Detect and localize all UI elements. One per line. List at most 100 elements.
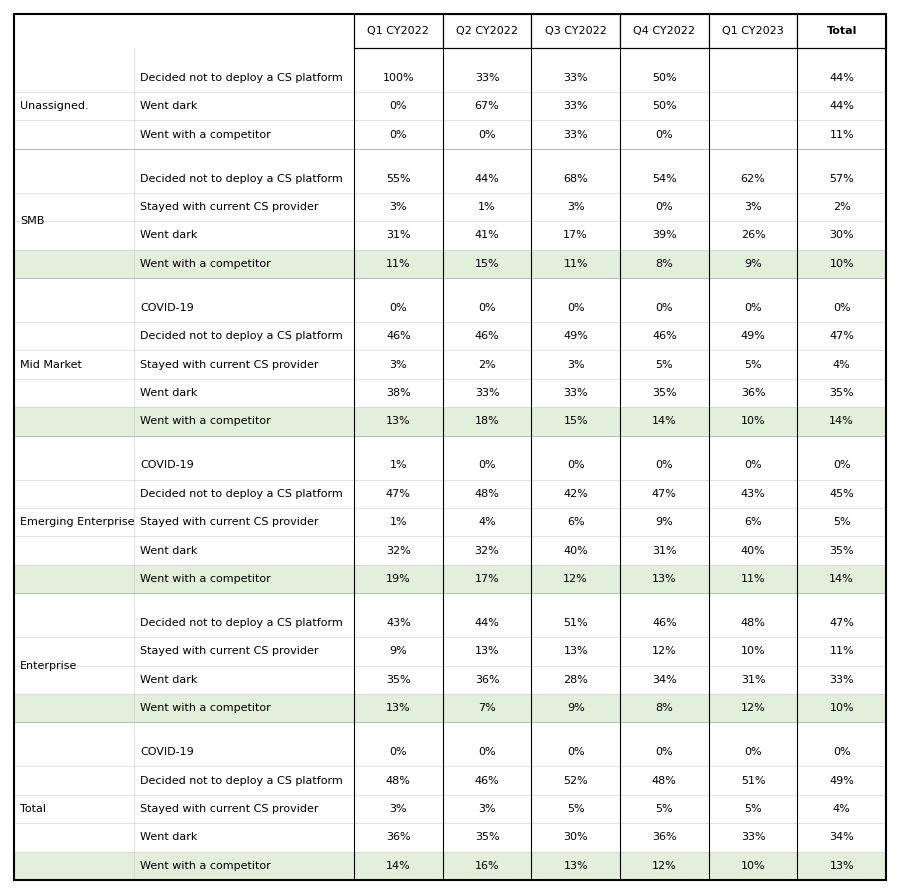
Text: 40%: 40% bbox=[563, 545, 588, 556]
Text: 17%: 17% bbox=[474, 574, 500, 584]
Text: 33%: 33% bbox=[563, 101, 588, 111]
Text: 54%: 54% bbox=[652, 173, 677, 183]
Text: 47%: 47% bbox=[829, 618, 854, 628]
Text: 0%: 0% bbox=[478, 747, 496, 757]
Text: 14%: 14% bbox=[652, 417, 677, 426]
Text: 48%: 48% bbox=[386, 776, 410, 786]
Text: 11%: 11% bbox=[830, 646, 854, 656]
Bar bbox=[14, 852, 886, 880]
Bar bbox=[14, 451, 886, 480]
Text: 32%: 32% bbox=[474, 545, 500, 556]
Bar bbox=[14, 222, 886, 249]
Text: 13%: 13% bbox=[563, 861, 588, 871]
Text: 31%: 31% bbox=[652, 545, 677, 556]
Text: Decided not to deploy a CS platform: Decided not to deploy a CS platform bbox=[140, 776, 343, 786]
Text: 0%: 0% bbox=[478, 303, 496, 313]
Text: 33%: 33% bbox=[563, 130, 588, 139]
Bar bbox=[14, 379, 886, 408]
Text: Went with a competitor: Went with a competitor bbox=[140, 259, 271, 269]
Text: 2%: 2% bbox=[478, 359, 496, 369]
Text: 48%: 48% bbox=[652, 776, 677, 786]
Text: Total: Total bbox=[20, 804, 46, 814]
Text: 13%: 13% bbox=[474, 646, 500, 656]
Text: 13%: 13% bbox=[563, 646, 588, 656]
Text: 6%: 6% bbox=[567, 518, 584, 527]
Text: 48%: 48% bbox=[474, 489, 500, 499]
Bar bbox=[14, 121, 886, 149]
Text: 49%: 49% bbox=[741, 332, 765, 342]
Text: 0%: 0% bbox=[390, 101, 407, 111]
Text: 0%: 0% bbox=[478, 130, 496, 139]
Text: 0%: 0% bbox=[655, 202, 673, 212]
Text: 100%: 100% bbox=[382, 73, 414, 83]
Text: 3%: 3% bbox=[478, 804, 496, 814]
Bar bbox=[797, 14, 886, 48]
Text: Went dark: Went dark bbox=[140, 832, 197, 842]
Text: 5%: 5% bbox=[655, 804, 673, 814]
Text: 51%: 51% bbox=[563, 618, 588, 628]
Text: 50%: 50% bbox=[652, 101, 677, 111]
Text: Went with a competitor: Went with a competitor bbox=[140, 574, 271, 584]
Text: 28%: 28% bbox=[563, 675, 588, 685]
Text: 33%: 33% bbox=[563, 73, 588, 83]
Bar bbox=[354, 14, 443, 48]
Text: 3%: 3% bbox=[744, 202, 761, 212]
Bar bbox=[14, 92, 886, 121]
Text: 42%: 42% bbox=[563, 489, 588, 499]
Bar bbox=[14, 738, 886, 766]
Text: 46%: 46% bbox=[474, 776, 500, 786]
Bar bbox=[443, 14, 531, 48]
Text: 67%: 67% bbox=[474, 101, 500, 111]
Text: Stayed with current CS provider: Stayed with current CS provider bbox=[140, 646, 319, 656]
Text: 13%: 13% bbox=[386, 704, 410, 713]
Text: 4%: 4% bbox=[832, 804, 850, 814]
Bar bbox=[14, 666, 886, 694]
Text: 0%: 0% bbox=[478, 460, 496, 470]
Text: Went dark: Went dark bbox=[140, 231, 197, 240]
Text: 57%: 57% bbox=[829, 173, 854, 183]
Bar bbox=[14, 508, 886, 536]
Text: 5%: 5% bbox=[567, 804, 584, 814]
Text: 2%: 2% bbox=[832, 202, 850, 212]
Text: 36%: 36% bbox=[474, 675, 500, 685]
Text: 15%: 15% bbox=[474, 259, 500, 269]
Text: 9%: 9% bbox=[655, 518, 673, 527]
Text: 17%: 17% bbox=[563, 231, 588, 240]
Text: 47%: 47% bbox=[652, 489, 677, 499]
Text: 0%: 0% bbox=[832, 460, 850, 470]
Text: 11%: 11% bbox=[386, 259, 410, 269]
Text: 34%: 34% bbox=[829, 832, 854, 842]
Bar bbox=[531, 14, 620, 48]
Text: 35%: 35% bbox=[830, 545, 854, 556]
Text: 0%: 0% bbox=[832, 303, 850, 313]
Text: 9%: 9% bbox=[744, 259, 762, 269]
Text: Q1 CY2023: Q1 CY2023 bbox=[722, 26, 784, 36]
Text: 13%: 13% bbox=[830, 861, 854, 871]
Bar bbox=[14, 823, 886, 852]
Text: 48%: 48% bbox=[741, 618, 765, 628]
Bar bbox=[620, 14, 708, 48]
Text: 43%: 43% bbox=[386, 618, 410, 628]
Text: 47%: 47% bbox=[829, 332, 854, 342]
Text: 0%: 0% bbox=[744, 460, 761, 470]
Text: Enterprise: Enterprise bbox=[20, 661, 77, 670]
Text: SMB: SMB bbox=[20, 216, 44, 226]
Text: 0%: 0% bbox=[655, 460, 673, 470]
Text: 0%: 0% bbox=[655, 747, 673, 757]
Text: 14%: 14% bbox=[829, 417, 854, 426]
Text: 1%: 1% bbox=[478, 202, 496, 212]
Text: COVID-19: COVID-19 bbox=[140, 460, 194, 470]
Text: 0%: 0% bbox=[744, 303, 761, 313]
Text: 13%: 13% bbox=[652, 574, 677, 584]
Text: 12%: 12% bbox=[652, 646, 677, 656]
Text: 5%: 5% bbox=[744, 804, 761, 814]
Text: 47%: 47% bbox=[386, 489, 410, 499]
Text: Went dark: Went dark bbox=[140, 545, 197, 556]
Text: 8%: 8% bbox=[655, 704, 673, 713]
Text: 38%: 38% bbox=[386, 388, 410, 398]
Text: Decided not to deploy a CS platform: Decided not to deploy a CS platform bbox=[140, 618, 343, 628]
Text: 44%: 44% bbox=[829, 101, 854, 111]
Text: 15%: 15% bbox=[563, 417, 588, 426]
Text: 12%: 12% bbox=[652, 861, 677, 871]
Text: 10%: 10% bbox=[741, 417, 765, 426]
